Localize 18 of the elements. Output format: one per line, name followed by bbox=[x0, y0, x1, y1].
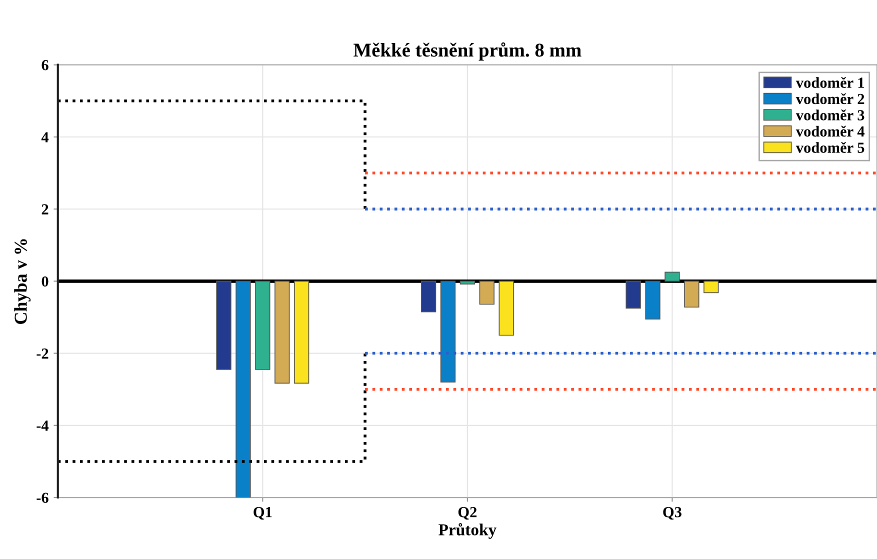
y-tick-label: 6 bbox=[42, 60, 48, 70]
y-axis-title: Chyba v % bbox=[14, 239, 31, 324]
y-tick-label: -4 bbox=[36, 420, 49, 431]
y-tick-label: 0 bbox=[42, 276, 48, 287]
legend-label: vodoměr 4 bbox=[796, 126, 864, 137]
y-tick-label: 2 bbox=[42, 204, 48, 214]
y-tick-label: -6 bbox=[36, 492, 48, 503]
x-tick-label: Q1 bbox=[254, 507, 272, 520]
legend-label: vodoměr 2 bbox=[796, 93, 864, 104]
x-tick-label: Q3 bbox=[663, 507, 682, 520]
y-tick-label: -2 bbox=[36, 348, 48, 359]
legend-label: vodoměr 3 bbox=[796, 109, 864, 120]
legend-label: vodoměr 5 bbox=[796, 142, 864, 153]
y-tick-label: 4 bbox=[41, 132, 49, 142]
chart-title: Měkké těsnění prům. 8 mm bbox=[354, 42, 582, 61]
legend-label: vodoměr 1 bbox=[796, 76, 864, 88]
x-axis-title: Průtoky bbox=[438, 523, 496, 539]
x-tick-label: Q2 bbox=[458, 507, 477, 520]
